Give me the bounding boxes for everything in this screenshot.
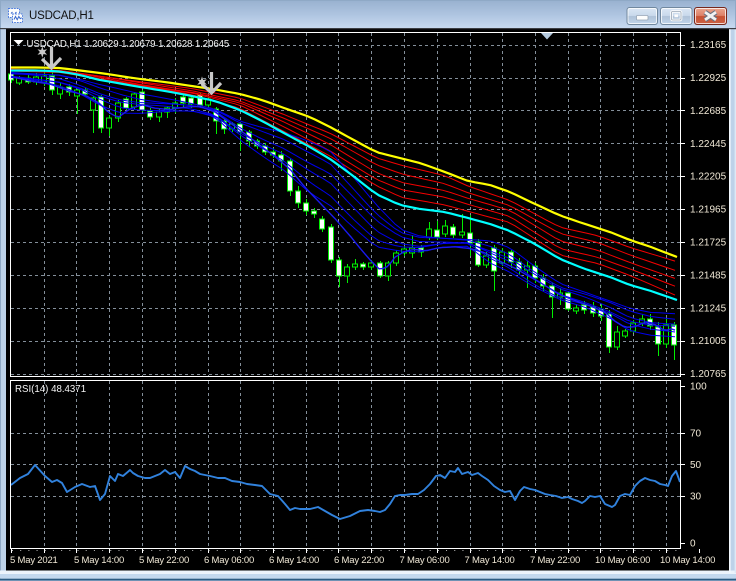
svg-text:100: 100	[690, 382, 707, 393]
svg-text:1.22205: 1.22205	[690, 172, 727, 183]
svg-text:1.22445: 1.22445	[690, 139, 727, 150]
svg-text:70: 70	[690, 429, 702, 440]
svg-text:5 May 22:00: 5 May 22:00	[139, 555, 189, 566]
svg-text:1.21725: 1.21725	[690, 238, 727, 249]
svg-text:1.20765: 1.20765	[690, 369, 727, 380]
svg-text:10 May 06:00: 10 May 06:00	[595, 555, 650, 566]
svg-text:USDCAD,H1 1.20629 1.20679 1.20: USDCAD,H1 1.20629 1.20679 1.20628 1.2064…	[27, 39, 230, 50]
svg-text:7 May 22:00: 7 May 22:00	[530, 555, 580, 566]
svg-text:1.21965: 1.21965	[690, 205, 727, 216]
svg-text:1.23165: 1.23165	[690, 40, 727, 51]
svg-text:USDCAD,H1: USDCAD,H1	[29, 10, 94, 22]
svg-text:1.21005: 1.21005	[690, 336, 727, 347]
svg-text:7 May 14:00: 7 May 14:00	[465, 555, 515, 566]
svg-text:RSI(14) 48.4371: RSI(14) 48.4371	[15, 384, 86, 395]
svg-text:7 May 06:00: 7 May 06:00	[400, 555, 450, 566]
svg-text:1.21245: 1.21245	[690, 303, 727, 314]
svg-text:6 May 06:00: 6 May 06:00	[204, 555, 254, 566]
svg-text:30: 30	[690, 491, 702, 502]
svg-text:5 May 2021: 5 May 2021	[10, 555, 58, 566]
svg-text:5 May 14:00: 5 May 14:00	[74, 555, 124, 566]
svg-text:10 May 14:00: 10 May 14:00	[660, 555, 715, 566]
svg-text:6 May 22:00: 6 May 22:00	[334, 555, 384, 566]
svg-text:1.22925: 1.22925	[690, 73, 727, 84]
svg-text:0: 0	[690, 539, 696, 550]
svg-text:1.21485: 1.21485	[690, 270, 727, 281]
svg-text:50: 50	[690, 460, 702, 471]
svg-text:6 May 14:00: 6 May 14:00	[269, 555, 319, 566]
svg-text:1.22685: 1.22685	[690, 106, 727, 117]
